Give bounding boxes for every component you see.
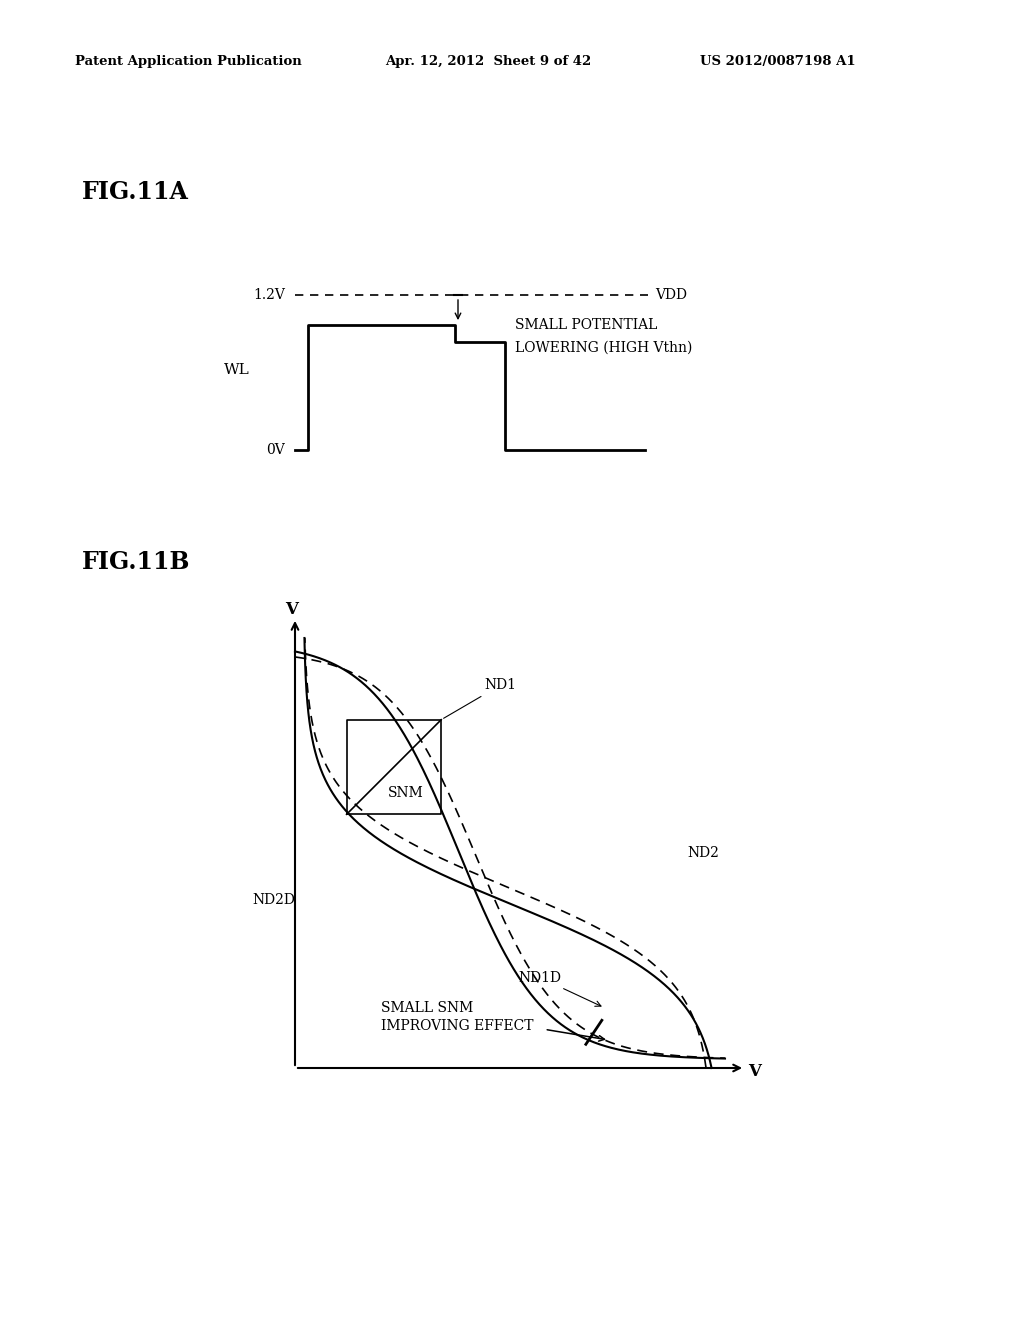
Text: ND2D: ND2D xyxy=(253,894,296,907)
Text: FIG.11B: FIG.11B xyxy=(82,550,190,574)
Text: SNM: SNM xyxy=(387,787,423,800)
Text: V: V xyxy=(749,1064,762,1081)
Text: SMALL SNM: SMALL SNM xyxy=(381,1001,473,1015)
Text: Patent Application Publication: Patent Application Publication xyxy=(75,55,302,69)
Text: SMALL POTENTIAL: SMALL POTENTIAL xyxy=(515,318,657,333)
Text: Apr. 12, 2012  Sheet 9 of 42: Apr. 12, 2012 Sheet 9 of 42 xyxy=(385,55,591,69)
Text: FIG.11A: FIG.11A xyxy=(82,180,188,205)
Text: VDD: VDD xyxy=(655,288,687,302)
Text: LOWERING (HIGH Vthn): LOWERING (HIGH Vthn) xyxy=(515,341,692,355)
Text: WL: WL xyxy=(224,363,250,378)
Text: V: V xyxy=(286,602,298,619)
Text: IMPROVING EFFECT: IMPROVING EFFECT xyxy=(381,1019,534,1032)
Text: 1.2V: 1.2V xyxy=(253,288,285,302)
Text: ND1: ND1 xyxy=(443,678,516,718)
Text: ND1D: ND1D xyxy=(518,970,601,1006)
Text: US 2012/0087198 A1: US 2012/0087198 A1 xyxy=(700,55,856,69)
Text: ND2: ND2 xyxy=(688,846,720,861)
Text: 0V: 0V xyxy=(266,444,285,457)
